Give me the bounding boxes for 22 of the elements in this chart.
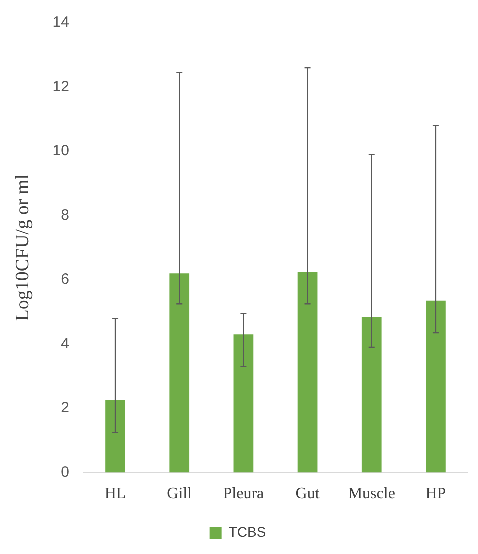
y-tick-label: 8 bbox=[61, 206, 70, 224]
legend-label: TCBS bbox=[228, 524, 266, 540]
bar bbox=[170, 274, 190, 473]
x-tick-label: Gill bbox=[167, 486, 193, 503]
x-tick-label: HP bbox=[426, 486, 446, 503]
x-tick-label: HL bbox=[104, 486, 126, 503]
y-axis-title: Log10CFU/g or ml bbox=[12, 174, 34, 322]
y-tick-label: 4 bbox=[61, 335, 70, 352]
x-tick-label: Pleura bbox=[223, 486, 264, 503]
y-tick-label: 12 bbox=[52, 78, 70, 96]
x-tick-label: Muscle bbox=[348, 486, 396, 503]
y-tick-label: 10 bbox=[52, 142, 70, 160]
y-tick-label: 14 bbox=[52, 14, 70, 32]
bar bbox=[106, 400, 126, 473]
y-tick-label: 6 bbox=[61, 271, 70, 288]
bar bbox=[298, 272, 318, 473]
x-tick-label: Gut bbox=[296, 486, 320, 503]
bar bbox=[426, 300, 446, 473]
y-tick-label: 0 bbox=[61, 464, 70, 481]
bar bbox=[234, 334, 254, 473]
bar bbox=[362, 316, 382, 473]
y-tick-label: 2 bbox=[61, 400, 70, 417]
